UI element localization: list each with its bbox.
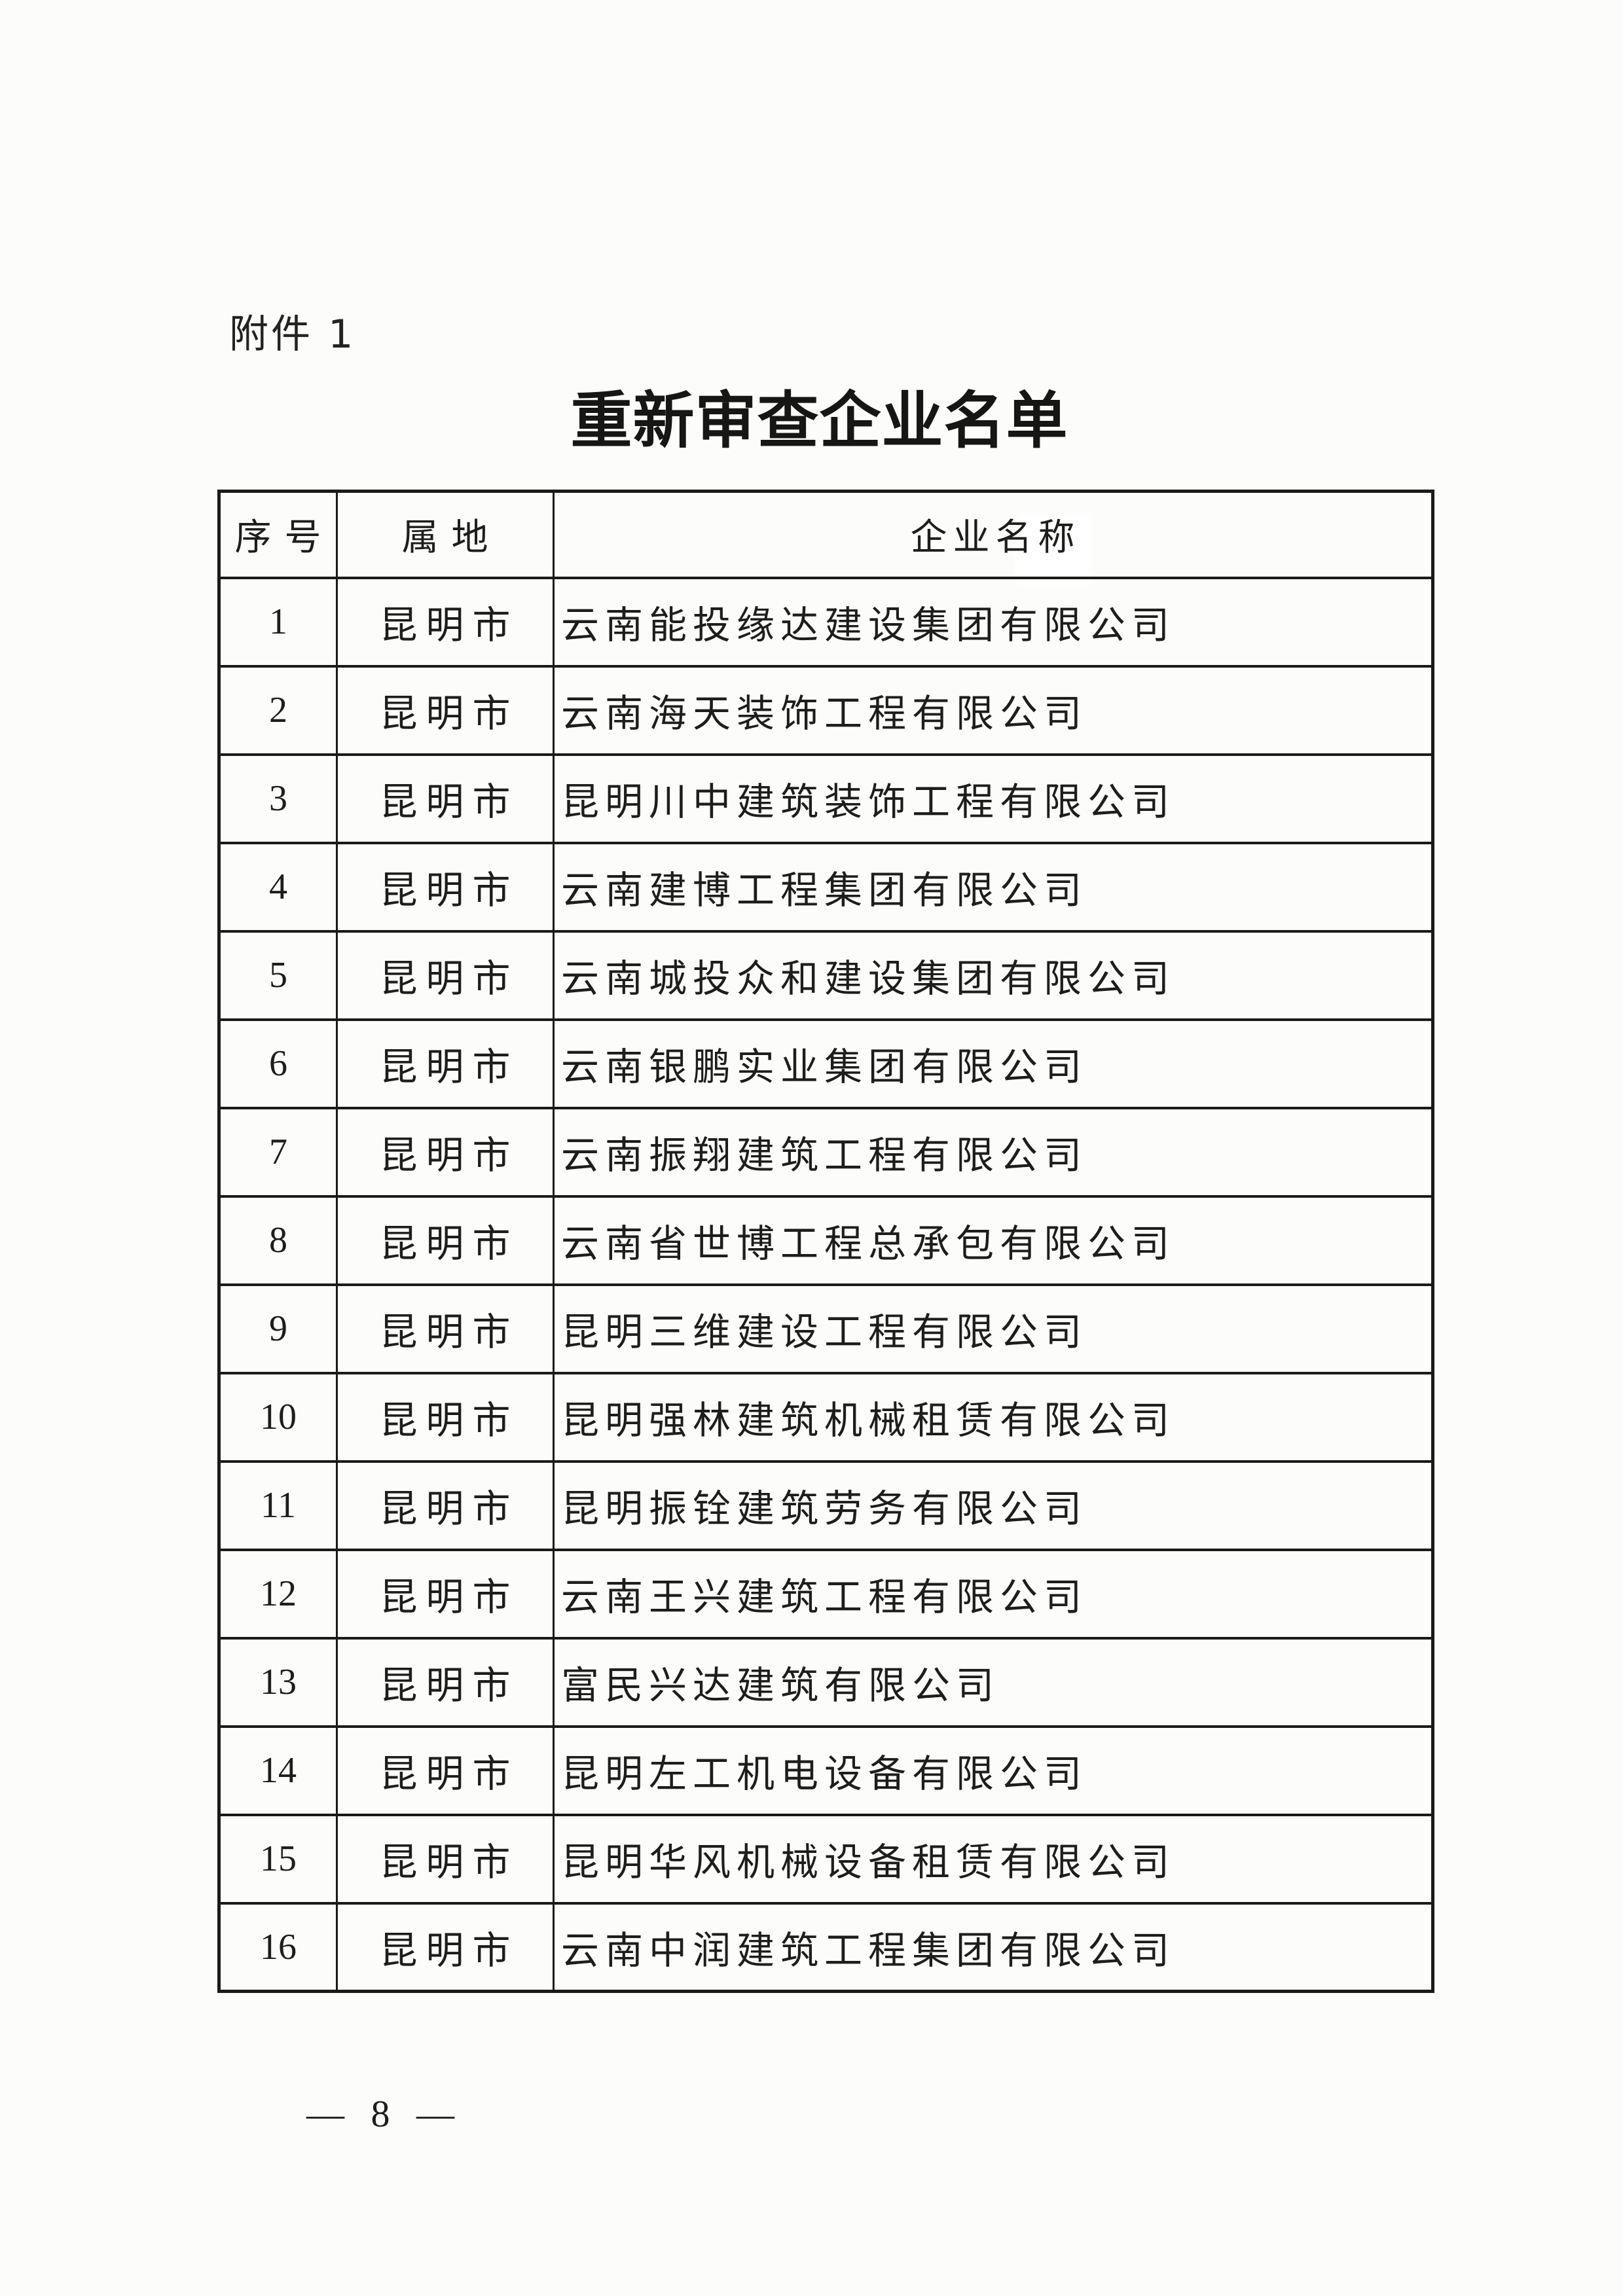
cell-company: 云南能投缘达建设集团有限公司 xyxy=(553,576,1434,668)
cell-region: 昆明市 xyxy=(336,1725,555,1816)
cell-region: 昆明市 xyxy=(336,841,555,933)
col-header-no: 序号 xyxy=(218,490,338,579)
cell-company: 云南王兴建筑工程有限公司 xyxy=(553,1548,1434,1640)
cell-region: 昆明市 xyxy=(336,664,555,756)
cell-region: 昆明市 xyxy=(336,1371,555,1463)
cell-no: 9 xyxy=(218,1283,338,1374)
table-row: 13 昆明市 富民兴达建筑有限公司 xyxy=(218,1636,1434,1728)
table-row: 4 昆明市 云南建博工程集团有限公司 xyxy=(218,841,1434,933)
cell-region: 昆明市 xyxy=(336,1636,555,1728)
cell-company: 云南城投众和建设集团有限公司 xyxy=(553,929,1434,1021)
col-header-region: 属地 xyxy=(336,490,555,579)
cell-region: 昆明市 xyxy=(336,1106,555,1198)
table-row: 12 昆明市 云南王兴建筑工程有限公司 xyxy=(218,1548,1434,1640)
cell-region: 昆明市 xyxy=(336,1018,555,1109)
cell-region: 昆明市 xyxy=(336,1283,555,1374)
table-row: 5 昆明市 云南城投众和建设集团有限公司 xyxy=(218,929,1434,1021)
cell-company: 云南中润建筑工程集团有限公司 xyxy=(553,1901,1434,1993)
cell-no: 1 xyxy=(218,576,338,668)
cell-no: 15 xyxy=(218,1813,338,1905)
cell-region: 昆明市 xyxy=(336,1901,555,1993)
cell-region: 昆明市 xyxy=(336,929,555,1021)
cell-region: 昆明市 xyxy=(336,1813,555,1905)
cell-company: 云南银鹏实业集团有限公司 xyxy=(553,1018,1434,1109)
cell-company: 富民兴达建筑有限公司 xyxy=(553,1636,1434,1728)
cell-region: 昆明市 xyxy=(336,1548,555,1640)
cell-no: 16 xyxy=(218,1901,338,1993)
table-row: 7 昆明市 云南振翔建筑工程有限公司 xyxy=(218,1106,1434,1198)
table-row: 8 昆明市 云南省世博工程总承包有限公司 xyxy=(218,1194,1434,1286)
cell-no: 12 xyxy=(218,1548,338,1640)
cell-no: 14 xyxy=(218,1725,338,1816)
cell-region: 昆明市 xyxy=(336,576,555,668)
cell-company: 昆明振铨建筑劳务有限公司 xyxy=(553,1460,1434,1551)
cell-company: 昆明华风机械设备租赁有限公司 xyxy=(553,1813,1434,1905)
cell-company: 云南海天装饰工程有限公司 xyxy=(553,664,1434,756)
companies-table: 序号 属地 企业名称 1 昆明市 云南能投缘达建设集团有限公司 2 昆明市 云南… xyxy=(217,490,1434,1993)
cell-region: 昆明市 xyxy=(336,1460,555,1551)
cell-no: 5 xyxy=(218,929,338,1021)
cell-no: 11 xyxy=(218,1460,338,1551)
cell-company: 云南建博工程集团有限公司 xyxy=(553,841,1434,933)
cell-company: 云南振翔建筑工程有限公司 xyxy=(553,1106,1434,1198)
cell-no: 10 xyxy=(218,1371,338,1463)
page-number: — 8 — xyxy=(306,2092,458,2135)
table-row: 2 昆明市 云南海天装饰工程有限公司 xyxy=(218,664,1434,756)
table-header-row: 序号 属地 企业名称 xyxy=(218,490,1434,579)
cell-company: 昆明强林建筑机械租赁有限公司 xyxy=(553,1371,1434,1463)
cell-no: 6 xyxy=(218,1018,338,1109)
table-row: 10 昆明市 昆明强林建筑机械租赁有限公司 xyxy=(218,1371,1434,1463)
cell-no: 4 xyxy=(218,841,338,933)
cell-no: 7 xyxy=(218,1106,338,1198)
table-row: 14 昆明市 昆明左工机电设备有限公司 xyxy=(218,1725,1434,1816)
table-row: 11 昆明市 昆明振铨建筑劳务有限公司 xyxy=(218,1460,1434,1551)
table-row: 16 昆明市 云南中润建筑工程集团有限公司 xyxy=(218,1901,1434,1993)
cell-company: 昆明左工机电设备有限公司 xyxy=(553,1725,1434,1816)
table-row: 15 昆明市 昆明华风机械设备租赁有限公司 xyxy=(218,1813,1434,1905)
cell-company: 昆明川中建筑装饰工程有限公司 xyxy=(553,753,1434,844)
table-row: 9 昆明市 昆明三维建设工程有限公司 xyxy=(218,1283,1434,1374)
cell-region: 昆明市 xyxy=(336,1194,555,1286)
table-row: 1 昆明市 云南能投缘达建设集团有限公司 xyxy=(218,576,1434,668)
cell-company: 昆明三维建设工程有限公司 xyxy=(553,1283,1434,1374)
cell-no: 13 xyxy=(218,1636,338,1728)
attachment-label: 附件 1 xyxy=(229,312,356,357)
page-title: 重新审查企业名单 xyxy=(570,387,1068,456)
cell-region: 昆明市 xyxy=(336,753,555,844)
cell-no: 2 xyxy=(218,664,338,756)
cell-company: 云南省世博工程总承包有限公司 xyxy=(553,1194,1434,1286)
cell-no: 3 xyxy=(218,753,338,844)
table-row: 6 昆明市 云南银鹏实业集团有限公司 xyxy=(218,1018,1434,1109)
col-header-company: 企业名称 xyxy=(553,490,1434,579)
cell-no: 8 xyxy=(218,1194,338,1286)
table-row: 3 昆明市 昆明川中建筑装饰工程有限公司 xyxy=(218,753,1434,844)
